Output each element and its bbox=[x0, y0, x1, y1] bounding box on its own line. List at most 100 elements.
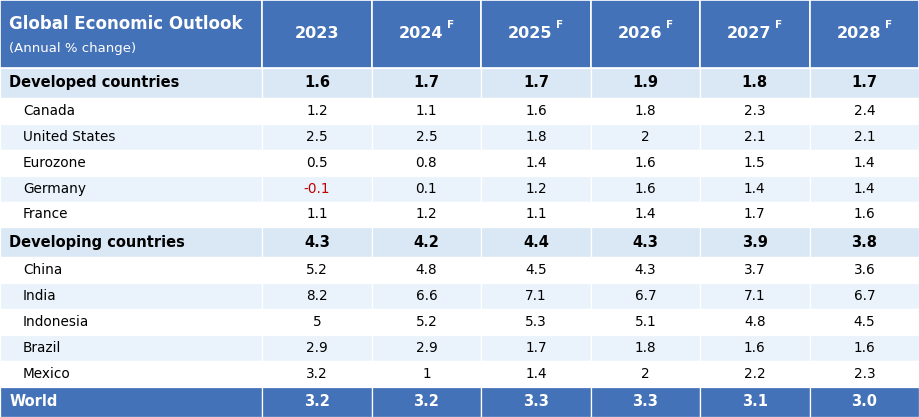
Bar bbox=[262, 98, 371, 124]
Text: 3.3: 3.3 bbox=[522, 394, 549, 409]
Text: 0.8: 0.8 bbox=[415, 156, 437, 170]
Bar bbox=[809, 124, 918, 150]
Bar bbox=[371, 283, 481, 309]
Text: 0.5: 0.5 bbox=[306, 156, 327, 170]
Bar bbox=[809, 0, 918, 68]
Bar bbox=[371, 98, 481, 124]
Bar bbox=[809, 387, 918, 417]
Bar bbox=[699, 201, 809, 227]
Bar bbox=[0, 387, 262, 417]
Text: Eurozone: Eurozone bbox=[23, 156, 86, 170]
Bar bbox=[0, 176, 262, 201]
Bar bbox=[590, 227, 699, 257]
Bar bbox=[371, 150, 481, 176]
Text: 4.3: 4.3 bbox=[634, 264, 655, 277]
Bar bbox=[262, 0, 371, 68]
Bar bbox=[481, 309, 590, 335]
Bar bbox=[699, 150, 809, 176]
Text: 2028: 2028 bbox=[835, 26, 880, 41]
Bar bbox=[371, 68, 481, 98]
Bar bbox=[699, 309, 809, 335]
Text: 4.8: 4.8 bbox=[415, 264, 437, 277]
Text: 4.2: 4.2 bbox=[413, 235, 439, 250]
Text: 2: 2 bbox=[641, 130, 649, 144]
Bar bbox=[262, 150, 371, 176]
Bar bbox=[590, 176, 699, 201]
Bar bbox=[481, 98, 590, 124]
Text: 1.6: 1.6 bbox=[853, 208, 874, 221]
Text: 5.2: 5.2 bbox=[415, 315, 437, 329]
Text: Germany: Germany bbox=[23, 181, 85, 196]
Bar bbox=[809, 98, 918, 124]
Bar bbox=[590, 150, 699, 176]
Text: 2027: 2027 bbox=[726, 26, 771, 41]
Text: 6.7: 6.7 bbox=[634, 289, 655, 303]
Text: 1.5: 1.5 bbox=[743, 156, 765, 170]
Text: Brazil: Brazil bbox=[23, 341, 62, 355]
Bar bbox=[371, 227, 481, 257]
Bar bbox=[0, 124, 262, 150]
Text: 4.5: 4.5 bbox=[525, 264, 546, 277]
Text: World: World bbox=[9, 394, 58, 409]
Text: 5.1: 5.1 bbox=[634, 315, 655, 329]
Text: 2.1: 2.1 bbox=[853, 130, 874, 144]
Text: 2.2: 2.2 bbox=[743, 367, 765, 381]
Bar bbox=[262, 283, 371, 309]
Text: F: F bbox=[775, 20, 781, 30]
Bar bbox=[809, 283, 918, 309]
Bar bbox=[0, 98, 262, 124]
Text: 6.6: 6.6 bbox=[415, 289, 437, 303]
Bar bbox=[371, 335, 481, 361]
Bar bbox=[0, 283, 262, 309]
Text: 2.9: 2.9 bbox=[306, 341, 327, 355]
Text: 3.9: 3.9 bbox=[741, 235, 767, 250]
Text: 2.5: 2.5 bbox=[306, 130, 327, 144]
Bar bbox=[699, 0, 809, 68]
Text: 1.4: 1.4 bbox=[853, 181, 874, 196]
Text: 2023: 2023 bbox=[294, 26, 339, 41]
Bar bbox=[481, 227, 590, 257]
Text: 1.4: 1.4 bbox=[525, 156, 546, 170]
Text: 0.1: 0.1 bbox=[415, 181, 437, 196]
Text: 4.8: 4.8 bbox=[743, 315, 765, 329]
Text: 1.6: 1.6 bbox=[743, 341, 765, 355]
Bar bbox=[0, 0, 262, 68]
Text: 3.3: 3.3 bbox=[631, 394, 658, 409]
Bar bbox=[590, 98, 699, 124]
Bar bbox=[590, 361, 699, 387]
Text: 4.3: 4.3 bbox=[303, 235, 330, 250]
Text: France: France bbox=[23, 208, 68, 221]
Bar bbox=[262, 309, 371, 335]
Bar bbox=[590, 0, 699, 68]
Text: 7.1: 7.1 bbox=[525, 289, 546, 303]
Bar bbox=[371, 309, 481, 335]
Text: 4.4: 4.4 bbox=[522, 235, 549, 250]
Text: -0.1: -0.1 bbox=[303, 181, 330, 196]
Bar bbox=[699, 98, 809, 124]
Text: 1.1: 1.1 bbox=[415, 104, 437, 118]
Text: Mexico: Mexico bbox=[23, 367, 71, 381]
Bar bbox=[481, 150, 590, 176]
Bar bbox=[262, 201, 371, 227]
Bar bbox=[371, 257, 481, 283]
Bar bbox=[371, 387, 481, 417]
Text: 2: 2 bbox=[641, 367, 649, 381]
Bar bbox=[262, 335, 371, 361]
Bar bbox=[699, 176, 809, 201]
Bar bbox=[262, 124, 371, 150]
Bar bbox=[0, 150, 262, 176]
Bar bbox=[371, 124, 481, 150]
Text: 8.2: 8.2 bbox=[306, 289, 327, 303]
Text: 3.8: 3.8 bbox=[850, 235, 877, 250]
Bar bbox=[699, 68, 809, 98]
Bar bbox=[481, 176, 590, 201]
Bar bbox=[590, 201, 699, 227]
Text: F: F bbox=[884, 20, 891, 30]
Text: 6.7: 6.7 bbox=[853, 289, 874, 303]
Text: 5: 5 bbox=[312, 315, 321, 329]
Text: 2.1: 2.1 bbox=[743, 130, 765, 144]
Bar bbox=[262, 227, 371, 257]
Text: Canada: Canada bbox=[23, 104, 75, 118]
Text: 3.2: 3.2 bbox=[306, 367, 327, 381]
Bar bbox=[371, 176, 481, 201]
